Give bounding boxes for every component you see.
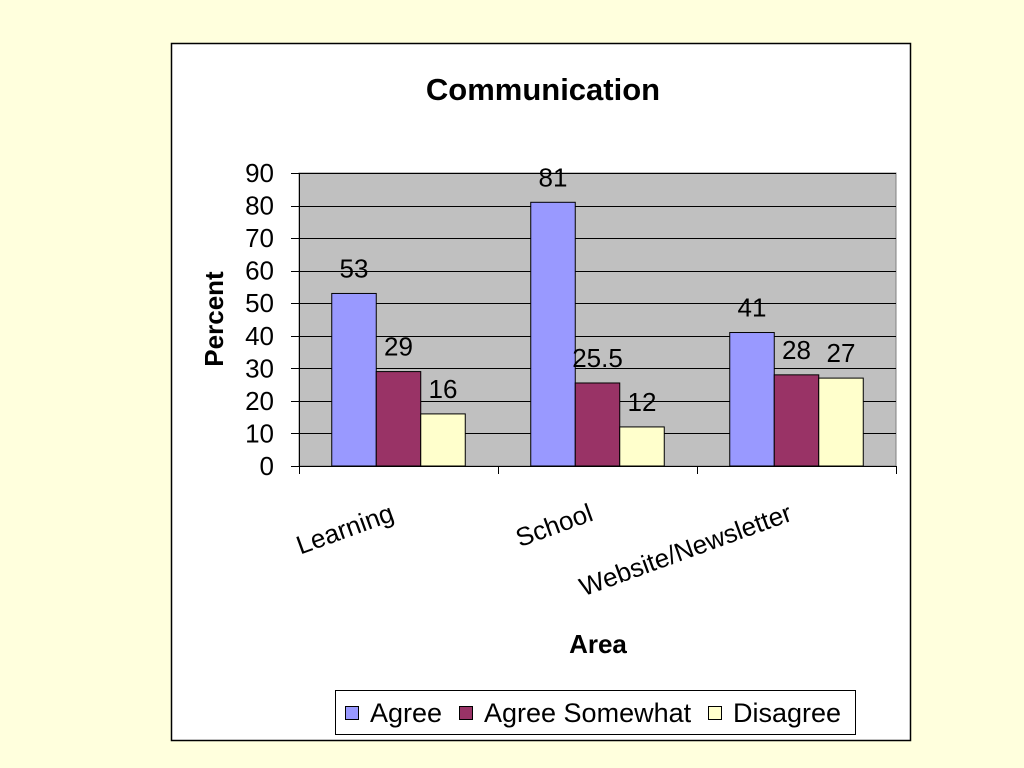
data-label-disagree-website-newsletter: 27 (827, 338, 856, 368)
bar-agree-learning (331, 292, 377, 467)
data-label-disagree-learning: 16 (429, 374, 458, 404)
chart-title: Communication (426, 72, 660, 107)
y-tick-label: 80 (245, 191, 274, 221)
bar-disagree-learning (420, 413, 466, 467)
data-label-disagree-school: 12 (628, 387, 657, 417)
y-tick-label: 10 (245, 418, 274, 448)
y-tick-label: 30 (245, 353, 274, 383)
data-label-agree-somewhat-learning: 29 (384, 332, 413, 362)
data-label-agree-somewhat-school: 25.5 (572, 343, 623, 373)
x-axis-title: Area (569, 629, 627, 659)
y-tick-label: 60 (245, 256, 274, 286)
legend-label-agree: Agree (370, 698, 442, 728)
y-tick-label: 70 (245, 223, 274, 253)
legend-label-disagree: Disagree (733, 698, 841, 728)
legend-marker-disagree (708, 706, 722, 720)
y-tick-label: 20 (245, 386, 274, 416)
data-label-agree-learning: 53 (340, 253, 369, 283)
y-tick-label: 90 (245, 158, 274, 188)
bar-agree-school (530, 201, 576, 467)
y-tick-label: 40 (245, 321, 274, 351)
legend-marker-agree-somewhat (459, 706, 473, 720)
legend-marker-agree (345, 706, 359, 720)
data-label-agree-website-newsletter: 41 (738, 293, 767, 323)
data-label-agree-school: 81 (539, 162, 568, 192)
y-tick-label: 50 (245, 288, 274, 318)
bar-agree-website-newsletter (729, 332, 775, 467)
legend-box (335, 690, 856, 735)
bar-disagree-school (619, 426, 665, 467)
bar-agree-somewhat-website-newsletter (773, 374, 820, 467)
bar-disagree-website-newsletter (818, 377, 864, 467)
legend: Agree Agree Somewhat Disagree (335, 690, 856, 735)
y-axis-title: Percent (199, 271, 229, 367)
data-label-agree-somewhat-website-newsletter: 28 (782, 335, 811, 365)
bar-agree-somewhat-school (574, 382, 621, 467)
bar-agree-somewhat-learning (375, 371, 422, 467)
y-tick-label: 0 (260, 451, 274, 481)
legend-label-agree-somewhat: Agree Somewhat (484, 698, 692, 728)
